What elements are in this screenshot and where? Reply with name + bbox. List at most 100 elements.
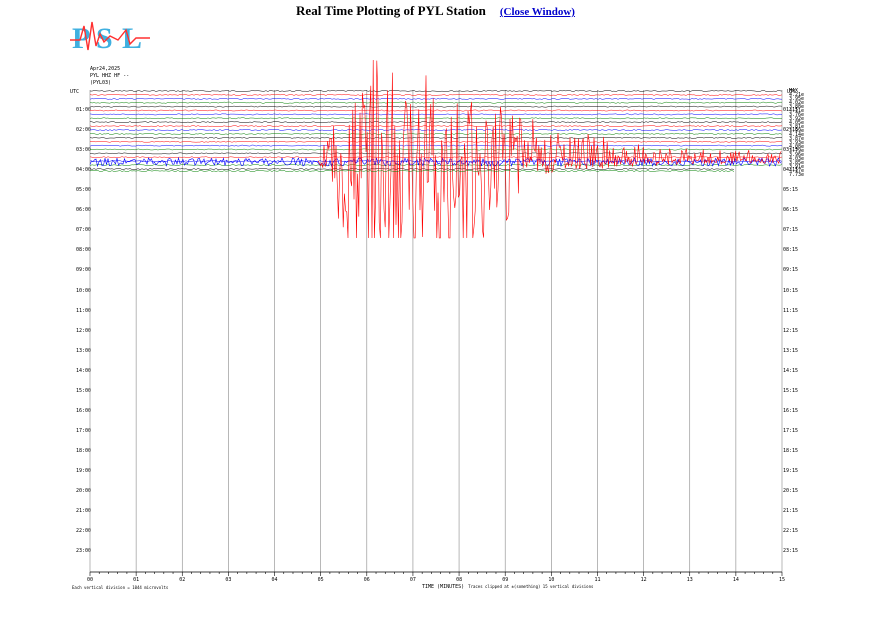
x-tick-label: 11	[594, 577, 601, 583]
trace-row	[89, 105, 783, 108]
x-tick-label: 05	[317, 577, 324, 583]
left-hour-label: 13:00	[76, 347, 92, 354]
trace-scale-label: 3.76e	[789, 112, 805, 118]
x-axis-label: TIME (MINUTES)	[422, 584, 465, 590]
right-hour-label: 22:15	[783, 528, 799, 535]
x-tick-label: 14	[732, 577, 739, 583]
right-hour-label: 19:15	[783, 467, 799, 474]
trace-scale-label: 3.79e	[789, 148, 805, 154]
left-hour-label: 15:00	[76, 387, 92, 394]
svg-text:S: S	[96, 22, 113, 55]
trace-scale-label: 3.93e	[789, 140, 805, 146]
left-hour-label: 03:00	[76, 147, 92, 154]
x-tick-label: 09	[502, 577, 509, 583]
right-hour-label: 02:15	[783, 127, 799, 134]
trace-scale-label: MAX	[789, 88, 799, 94]
x-tick-label: 13	[686, 577, 693, 583]
right-hour-label: 01:15	[783, 107, 799, 114]
left-hour-label: 17:00	[76, 427, 92, 434]
trace-row	[89, 109, 783, 112]
x-axis-sub: Traces clipped at ±(something) 15 vertic…	[468, 584, 594, 589]
right-hour-label: 23:15	[783, 548, 799, 555]
trace-scale-label: 3.99e	[789, 128, 805, 134]
left-hour-label: 12:00	[76, 327, 92, 334]
left-hour-label: 01:00	[76, 107, 92, 114]
trace-row	[89, 136, 782, 139]
utc-label-left: UTC	[70, 89, 80, 95]
trace-scale-label: 3.85e	[789, 160, 805, 166]
x-tick-label: 08	[456, 577, 463, 583]
close-window-link[interactable]: (Close Window)	[499, 6, 575, 18]
svg-text:P: P	[72, 22, 90, 55]
trace-row	[89, 125, 783, 127]
psl-logo: P S L	[70, 21, 150, 55]
trace-row	[89, 90, 783, 92]
right-hour-label: 13:15	[783, 347, 799, 354]
utc-label-right: UTC	[787, 89, 797, 95]
right-hour-label: 14:15	[783, 367, 799, 374]
plot-date: Apr24,2025	[90, 66, 121, 72]
trace-scale-label: 3.95e	[789, 96, 805, 102]
left-hour-label: 23:00	[76, 548, 92, 555]
svg-text:L: L	[122, 22, 142, 55]
x-tick-label: 02	[179, 577, 186, 583]
trace-scale-label: 4.14e	[789, 132, 805, 138]
left-hour-label: 10:00	[76, 287, 92, 294]
left-hour-label: 20:00	[76, 488, 92, 494]
trace-row	[89, 140, 783, 143]
plot-meta: Apr24,2025 PYL HHZ HF -- (PYL03)	[90, 66, 129, 87]
trace-scale-label: 3.91e	[789, 164, 805, 170]
trace-scale-label: 4.02e	[789, 100, 805, 106]
trace-scale-label: 4.05e	[789, 120, 805, 126]
right-hour-label: 17:15	[783, 427, 799, 434]
right-hour-label: 09:15	[783, 267, 799, 274]
x-tick-label: 15	[779, 577, 786, 583]
right-hour-label: 16:15	[783, 407, 799, 414]
left-hour-label: 21:00	[76, 508, 92, 515]
x-tick-label: 00	[87, 577, 94, 583]
right-hour-label: 03:15	[783, 147, 799, 154]
trace-scale-label: 4.08e	[789, 144, 805, 150]
trace-scale-label: 3.81e	[789, 124, 805, 130]
x-tick-label: 04	[271, 577, 278, 583]
trace-scale-label: 7.73e	[789, 172, 805, 178]
trace-row	[89, 152, 783, 155]
right-hour-label: 11:15	[783, 307, 799, 314]
trace-row	[89, 117, 783, 120]
trace-scale-label: 3.96e	[789, 152, 805, 158]
left-hour-label: 19:00	[76, 467, 92, 474]
right-hour-label: 10:15	[783, 287, 799, 294]
trace-scale-label: 4.11e	[789, 108, 805, 114]
trace-scale-label: 3.92e	[789, 116, 805, 122]
trace-row	[90, 133, 783, 135]
trace-row	[89, 144, 783, 147]
x-tick-label: 03	[225, 577, 232, 583]
left-hour-label: 02:00	[76, 127, 92, 134]
right-hour-label: 06:15	[783, 207, 799, 214]
right-hour-label: 21:15	[783, 508, 799, 515]
trace-scale-label: 4.03e	[789, 156, 805, 162]
x-tick-label: 06	[363, 577, 370, 583]
page-title: Real Time Plotting of PYL Station	[296, 3, 486, 18]
left-hour-label: 18:00	[76, 447, 92, 454]
trace-row	[89, 121, 783, 124]
x-tick-label: 07	[409, 577, 416, 583]
trace-row	[89, 101, 782, 104]
left-hour-label: 07:00	[76, 227, 92, 234]
left-hour-label: 14:00	[76, 367, 92, 374]
left-hour-label: 04:00	[76, 167, 92, 174]
right-hour-label: 05:15	[783, 187, 799, 194]
right-hour-label: 18:15	[783, 447, 799, 454]
right-hour-label: 07:15	[783, 227, 799, 234]
x-tick-label: 01	[133, 577, 140, 583]
left-hour-label: 11:00	[76, 307, 92, 314]
x-axis-title: TIME (MINUTES) Traces clipped at ±(someth…	[422, 584, 593, 590]
trace-row-last	[89, 169, 735, 173]
trace-row	[89, 113, 783, 116]
left-hour-label: 22:00	[76, 528, 92, 535]
left-hour-label: 05:00	[76, 187, 92, 194]
left-hour-label: 06:00	[76, 207, 92, 214]
trace-row	[89, 156, 783, 159]
page-header: Real Time Plotting of PYL Station (Close…	[0, 2, 871, 20]
